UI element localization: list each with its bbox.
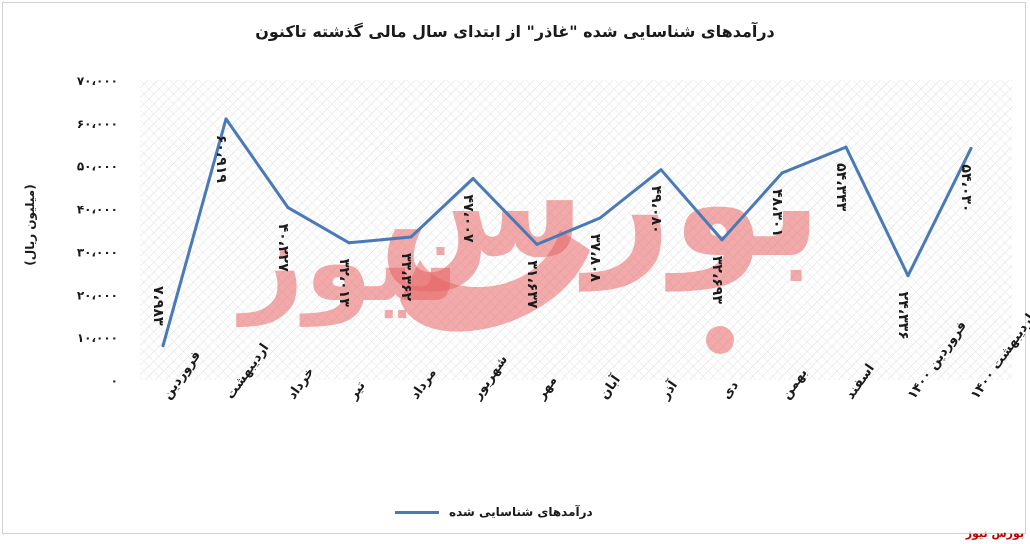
y-tick-label: ۰ <box>111 374 118 388</box>
series-line <box>161 117 973 347</box>
data-label: ۴۷،۰۰۷ <box>460 195 476 243</box>
y-tick-label: ۵۰،۰۰۰ <box>77 160 118 174</box>
watermark-dot <box>706 326 734 354</box>
x-tick-label: دی <box>719 378 742 402</box>
data-point <box>286 206 290 210</box>
data-label: ۷،۹۸۳ <box>150 286 166 326</box>
watermark-logo <box>400 230 734 354</box>
data-point <box>844 145 848 149</box>
data-label: ۴۰،۲۲۷ <box>275 224 291 272</box>
data-point <box>659 168 663 172</box>
data-point <box>535 242 539 246</box>
data-label: ۳۷،۸۰۸ <box>587 234 603 282</box>
y-tick-label: ۷۰،۰۰۰ <box>77 74 118 88</box>
data-label: ۳۲،۰۱۳ <box>336 259 352 307</box>
y-tick-label: ۶۰،۰۰۰ <box>77 117 118 131</box>
y-tick-label: ۴۰،۰۰۰ <box>77 203 118 217</box>
x-tick-label: تیر <box>345 379 368 403</box>
data-label: ۲۴،۳۳۶ <box>895 292 911 340</box>
data-point <box>720 238 724 242</box>
y-axis-label: (میلیون ریال) <box>23 184 37 266</box>
legend-swatch <box>395 510 439 514</box>
x-tick-label: آذر <box>656 377 681 403</box>
chart-title: درآمدهای شناسایی شده "غاذر" از ابتدای سا… <box>255 22 775 41</box>
data-label: ۵۴،۳۴۳ <box>833 163 849 211</box>
source-label: بورس نیوز <box>965 527 1024 540</box>
legend: درآمدهای شناسایی شده <box>395 505 593 519</box>
data-point <box>780 171 784 175</box>
data-label: ۶۰،۹۱۹ <box>213 135 229 183</box>
watermark-text-small: نیوز <box>236 198 460 327</box>
data-point <box>969 146 973 150</box>
data-point <box>409 235 413 239</box>
data-point <box>347 241 351 245</box>
y-tick-label: ۲۰،۰۰۰ <box>77 288 118 302</box>
data-point <box>161 344 165 348</box>
data-point <box>224 117 228 121</box>
legend-label: درآمدهای شناسایی شده <box>449 505 593 519</box>
plot-area-crosshatch <box>140 80 1012 380</box>
data-point <box>906 274 910 278</box>
y-tick-label: ۳۰،۰۰۰ <box>77 245 118 259</box>
data-label: ۴۹،۰۸۰ <box>648 186 664 234</box>
data-point <box>598 216 602 220</box>
data-point <box>471 177 475 180</box>
watermark-swash <box>400 230 590 332</box>
data-label: ۳۲،۶۹۳ <box>709 256 725 304</box>
data-label: ۳۳،۳۶۲ <box>398 253 414 301</box>
data-label: ۳۱،۶۳۷ <box>524 260 540 308</box>
data-label: ۴۸،۳۰۱ <box>769 189 785 237</box>
watermark-text: بورس <box>378 117 822 292</box>
data-label: ۵۴،۰۳۰ <box>958 164 974 212</box>
y-tick-label: ۱۰،۰۰۰ <box>77 331 118 345</box>
